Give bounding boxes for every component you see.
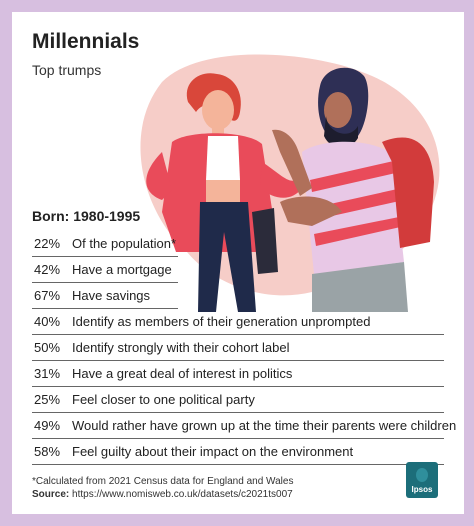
stat-label: Feel guilty about their impact on the en… [72,444,354,459]
woman-figure [146,73,308,312]
source-url: https://www.nomisweb.co.uk/datasets/c202… [72,489,293,500]
infographic-card: Millennials Top trumps Born: 1980-1995 2… [12,12,464,514]
stat-label: Would rather have grown up at the time t… [72,418,457,433]
stat-row: 50% Identify strongly with their cohort … [32,335,444,361]
stat-row: 25% Feel closer to one political party [32,387,444,413]
stat-percent: 22% [34,236,61,251]
ipsos-logo: Ipsos [406,462,438,498]
stat-percent: 25% [34,392,61,407]
illustration-two-people [140,54,440,312]
stat-row: 40% Identify as members of their generat… [32,309,444,335]
stat-row: 67% Have savings [32,283,178,309]
stat-row: 42% Have a mortgage [32,257,178,283]
stat-row: 22% Of the population* [32,231,178,257]
stats-list: 22% Of the population* 42% Have a mortga… [32,231,456,465]
stat-row: 58% Feel guilty about their impact on th… [32,439,444,465]
stat-row: 31% Have a great deal of interest in pol… [32,361,444,387]
stat-label: Of the population* [72,236,177,251]
stat-percent: 31% [34,366,61,381]
stat-percent: 67% [34,288,61,303]
stat-percent: 58% [34,444,61,459]
stat-percent: 50% [34,340,61,355]
stat-percent: 40% [34,314,61,329]
stat-label: Identify strongly with their cohort labe… [72,340,290,355]
page-subtitle: Top trumps [32,62,102,78]
man-figure [272,67,434,312]
stat-percent: 49% [34,418,61,433]
stat-row: 49% Would rather have grown up at the ti… [32,413,456,439]
logo-text: Ipsos [411,485,433,494]
source-line: Source: https://www.nomisweb.co.uk/datas… [32,489,293,500]
logo-mark-icon [416,468,428,482]
born-label: Born: 1980-1995 [32,208,141,224]
stat-label: Have a mortgage [72,262,172,277]
footnote: *Calculated from 2021 Census data for En… [32,476,294,487]
page-title: Millennials [32,30,140,53]
stat-label: Have a great deal of interest in politic… [72,366,293,381]
stat-label: Identify as members of their generation … [72,314,371,329]
source-label: Source: [32,489,70,500]
stat-percent: 42% [34,262,61,277]
stat-label: Have savings [72,288,151,303]
stat-label: Feel closer to one political party [72,392,255,407]
